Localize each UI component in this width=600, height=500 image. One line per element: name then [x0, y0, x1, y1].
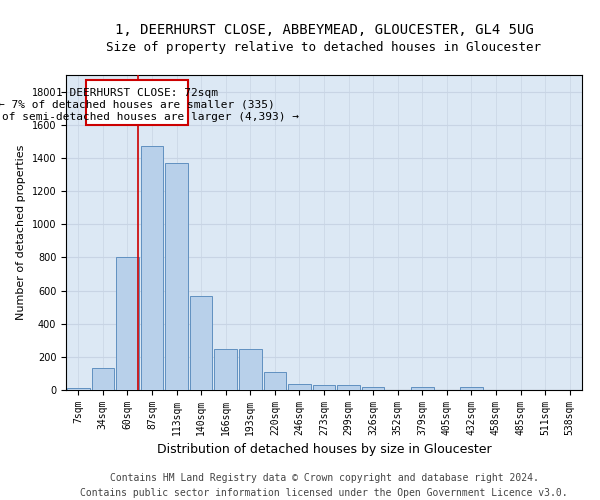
Bar: [116, 258, 139, 390]
Bar: [263, 372, 286, 390]
Bar: [214, 348, 237, 390]
Bar: [460, 387, 483, 390]
Text: ← 7% of detached houses are smaller (335): ← 7% of detached houses are smaller (335…: [0, 100, 275, 110]
Bar: [92, 368, 114, 390]
Bar: [288, 384, 311, 390]
Bar: [313, 385, 335, 390]
Bar: [67, 388, 89, 390]
Y-axis label: Number of detached properties: Number of detached properties: [16, 145, 26, 320]
Text: 1 DEERHURST CLOSE: 72sqm: 1 DEERHURST CLOSE: 72sqm: [56, 88, 218, 98]
Bar: [239, 348, 262, 390]
Bar: [140, 146, 163, 390]
Text: 93% of semi-detached houses are larger (4,393) →: 93% of semi-detached houses are larger (…: [0, 112, 299, 122]
X-axis label: Distribution of detached houses by size in Gloucester: Distribution of detached houses by size …: [157, 444, 491, 456]
FancyBboxPatch shape: [86, 80, 188, 124]
Bar: [190, 296, 212, 390]
Text: Contains HM Land Registry data © Crown copyright and database right 2024.
Contai: Contains HM Land Registry data © Crown c…: [80, 472, 568, 498]
Bar: [165, 163, 188, 390]
Text: 1, DEERHURST CLOSE, ABBEYMEAD, GLOUCESTER, GL4 5UG: 1, DEERHURST CLOSE, ABBEYMEAD, GLOUCESTE…: [115, 22, 533, 36]
Bar: [337, 385, 360, 390]
Text: Size of property relative to detached houses in Gloucester: Size of property relative to detached ho…: [107, 41, 542, 54]
Bar: [411, 387, 434, 390]
Bar: [362, 387, 385, 390]
